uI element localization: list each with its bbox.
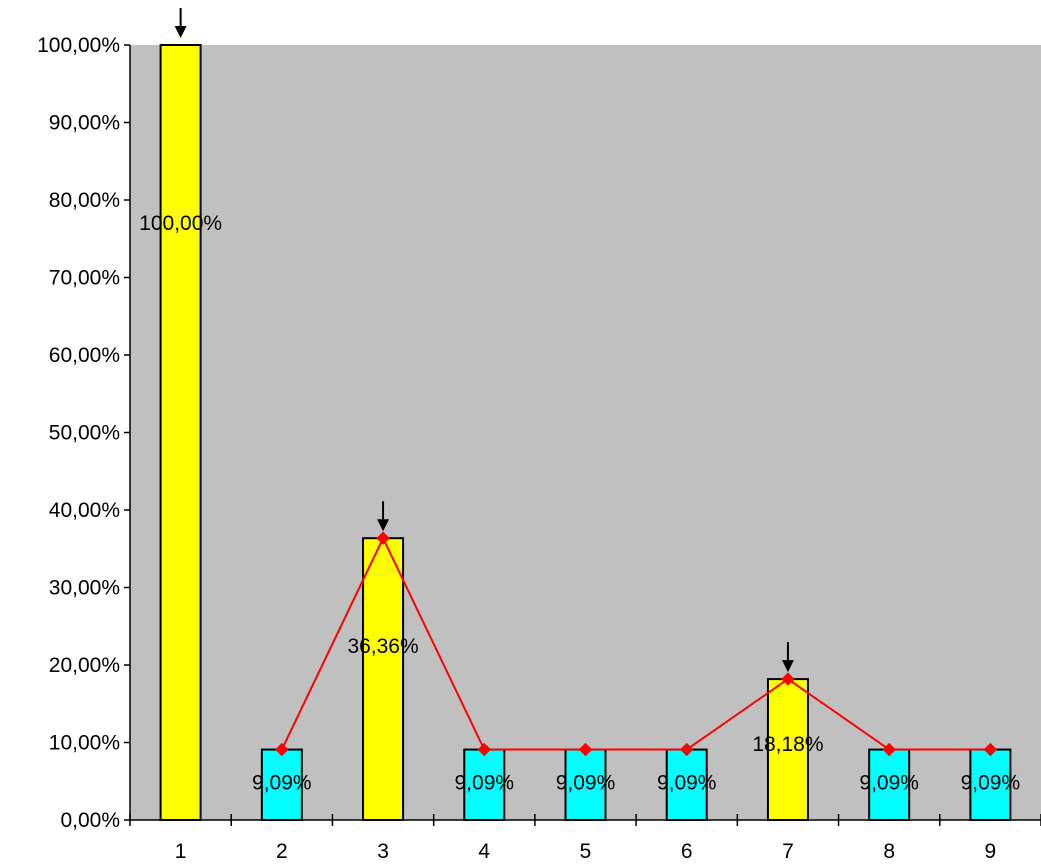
x-tick-label: 6 [681, 840, 693, 863]
data-label-2: 9,09% [252, 772, 312, 795]
line-marker-4 [477, 742, 491, 757]
y-tick-label: 50,00% [49, 422, 120, 445]
series-line [280, 535, 991, 751]
line-marker-2 [275, 742, 289, 757]
line-marker-7 [781, 672, 795, 686]
line-marker-9 [983, 742, 998, 757]
arrow-1 [174, 8, 187, 38]
line-marker-6 [680, 742, 694, 757]
x-ticks: 1 2 3 4 5 6 7 8 9 [129, 814, 1041, 863]
arrow-3 [377, 501, 390, 532]
y-tick-label: 10,00% [49, 732, 120, 755]
line-marker-8 [882, 742, 896, 757]
data-label-9: 9,09% [961, 772, 1021, 795]
x-tick-label: 5 [580, 840, 592, 863]
data-label-3: 36,36% [347, 635, 418, 658]
x-tick-label: 3 [377, 840, 389, 863]
x-tick-label: 8 [883, 840, 895, 863]
line-marker-5 [578, 742, 593, 757]
line-marker-3 [376, 531, 390, 545]
x-tick-label: 1 [175, 840, 187, 863]
data-label-5: 9,09% [556, 772, 616, 795]
plot-area [130, 45, 1041, 820]
x-tick-label: 7 [782, 840, 794, 863]
y-tick-label: 90,00% [49, 112, 120, 135]
line-overlay [280, 535, 991, 751]
y-tick-label: 80,00% [49, 189, 120, 212]
x-tick-label: 2 [276, 840, 288, 863]
data-labels: 100,00% 9,09% 36,36% 9,09% 9,09% 9,09% 18,18% 9… [139, 212, 1020, 795]
y-tick-label: 70,00% [49, 267, 120, 290]
y-ticks: 0,00% 10,00% 20,00% 30,00% 40,00% 50,00% 60,00… [37, 34, 130, 832]
y-tick-label: 40,00% [49, 499, 120, 522]
bar-6 [665, 748, 708, 821]
data-label-7: 18,18% [752, 733, 823, 756]
y-tick-label: 60,00% [49, 344, 120, 367]
y-tick-label: 20,00% [49, 654, 120, 677]
arrow-7 [781, 642, 794, 673]
x-tick-label: 9 [985, 840, 997, 863]
data-label-8: 9,09% [859, 772, 919, 795]
bar-3 [362, 537, 405, 822]
bar-4 [463, 748, 506, 821]
y-tick-label: 30,00% [49, 577, 120, 600]
y-tick-label: 100,00% [37, 34, 120, 57]
x-tick-label: 4 [478, 840, 490, 863]
bar-8 [868, 748, 911, 821]
data-label-1: 100,00% [139, 212, 222, 235]
line-markers [275, 531, 998, 757]
bar-1 [159, 44, 202, 821]
data-label-6: 9,09% [657, 772, 717, 795]
y-tick-label: 0,00% [60, 809, 120, 832]
arrow-markers [174, 8, 794, 673]
data-label-4: 9,09% [455, 772, 515, 795]
